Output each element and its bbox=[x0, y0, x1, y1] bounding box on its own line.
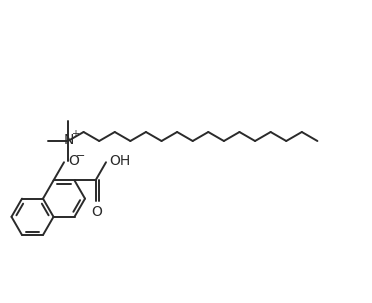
Text: OH: OH bbox=[109, 154, 130, 168]
Text: +: + bbox=[71, 129, 79, 139]
Text: −: − bbox=[76, 151, 86, 161]
Text: N: N bbox=[64, 133, 74, 147]
Text: O: O bbox=[68, 154, 79, 168]
Text: O: O bbox=[92, 205, 102, 219]
